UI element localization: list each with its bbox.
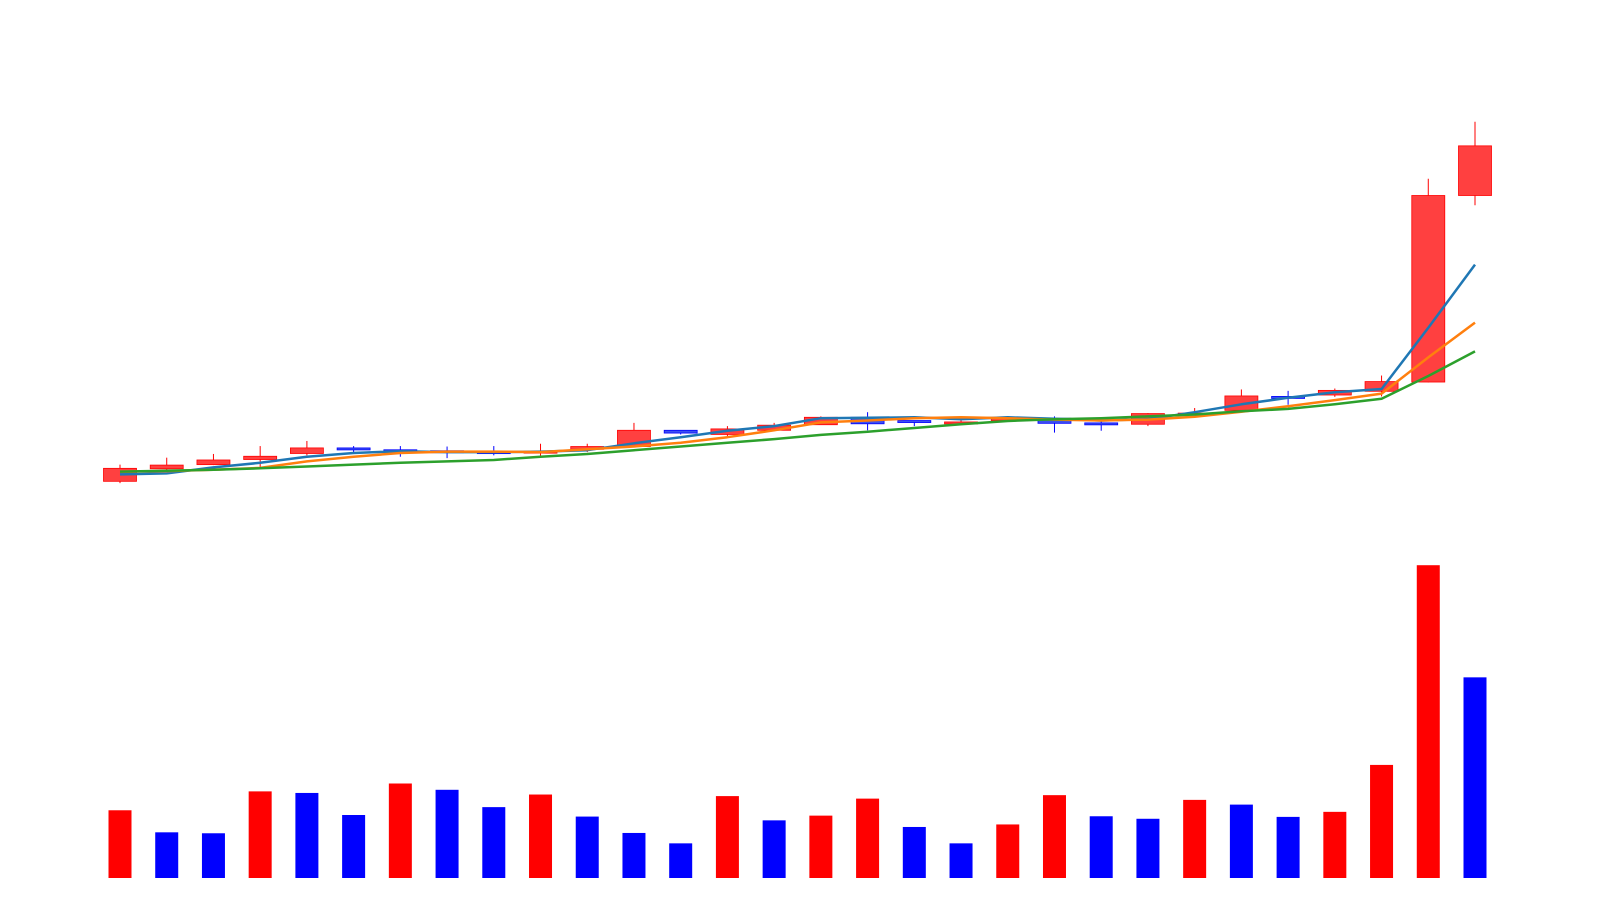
volume-bar bbox=[1323, 811, 1347, 878]
candle bbox=[897, 420, 932, 427]
volume-bar bbox=[1089, 816, 1113, 878]
candle-body bbox=[196, 459, 231, 466]
volume-bar bbox=[482, 807, 506, 878]
volume-bar bbox=[1370, 764, 1394, 878]
volume-bar bbox=[856, 798, 880, 878]
candle bbox=[663, 429, 698, 435]
candle-body bbox=[336, 447, 371, 451]
price-panel bbox=[103, 121, 1492, 484]
candle-body bbox=[149, 464, 184, 470]
volume-bar bbox=[1276, 816, 1300, 878]
volume-bar bbox=[669, 843, 693, 878]
volume-panel bbox=[108, 565, 1487, 878]
candle bbox=[196, 453, 231, 466]
volume-bar bbox=[575, 816, 599, 878]
volume-bar bbox=[1229, 804, 1253, 878]
volume-bar bbox=[996, 824, 1020, 878]
candle bbox=[149, 457, 184, 472]
volume-bar bbox=[201, 833, 225, 878]
volume-bar bbox=[108, 810, 132, 878]
volume-bar bbox=[762, 820, 786, 878]
moving-average-line-1 bbox=[119, 263, 1477, 476]
candle-body bbox=[897, 420, 932, 423]
candle bbox=[336, 446, 371, 453]
volume-bar bbox=[248, 791, 272, 878]
volume-bar bbox=[529, 794, 553, 878]
candle-body bbox=[1458, 145, 1492, 196]
volume-bar bbox=[155, 832, 179, 878]
candle-body bbox=[1364, 381, 1399, 392]
candle bbox=[1224, 389, 1259, 412]
candle bbox=[1458, 121, 1492, 206]
candle bbox=[1084, 421, 1119, 431]
volume-bar bbox=[949, 843, 973, 878]
candle bbox=[289, 440, 324, 456]
candle-body bbox=[243, 455, 278, 460]
candle-body bbox=[663, 429, 698, 434]
moving-average-line-3 bbox=[119, 350, 1476, 473]
volume-bar bbox=[715, 796, 739, 878]
volume-bar bbox=[435, 789, 459, 878]
volume-bar bbox=[1042, 795, 1066, 878]
volume-bar bbox=[388, 783, 412, 878]
volume-bar bbox=[342, 815, 366, 878]
volume-bar bbox=[809, 815, 833, 878]
volume-bar bbox=[1416, 565, 1440, 878]
candle-body bbox=[1411, 195, 1446, 383]
candle bbox=[1411, 178, 1446, 383]
volume-bar bbox=[622, 832, 646, 878]
volume-bar bbox=[295, 792, 319, 878]
volume-bar bbox=[1183, 799, 1207, 878]
candle-body bbox=[289, 447, 324, 454]
volume-bar bbox=[1463, 677, 1487, 878]
candle-body bbox=[1084, 422, 1119, 426]
volume-bar bbox=[1136, 818, 1160, 878]
volume-bar bbox=[902, 826, 926, 878]
